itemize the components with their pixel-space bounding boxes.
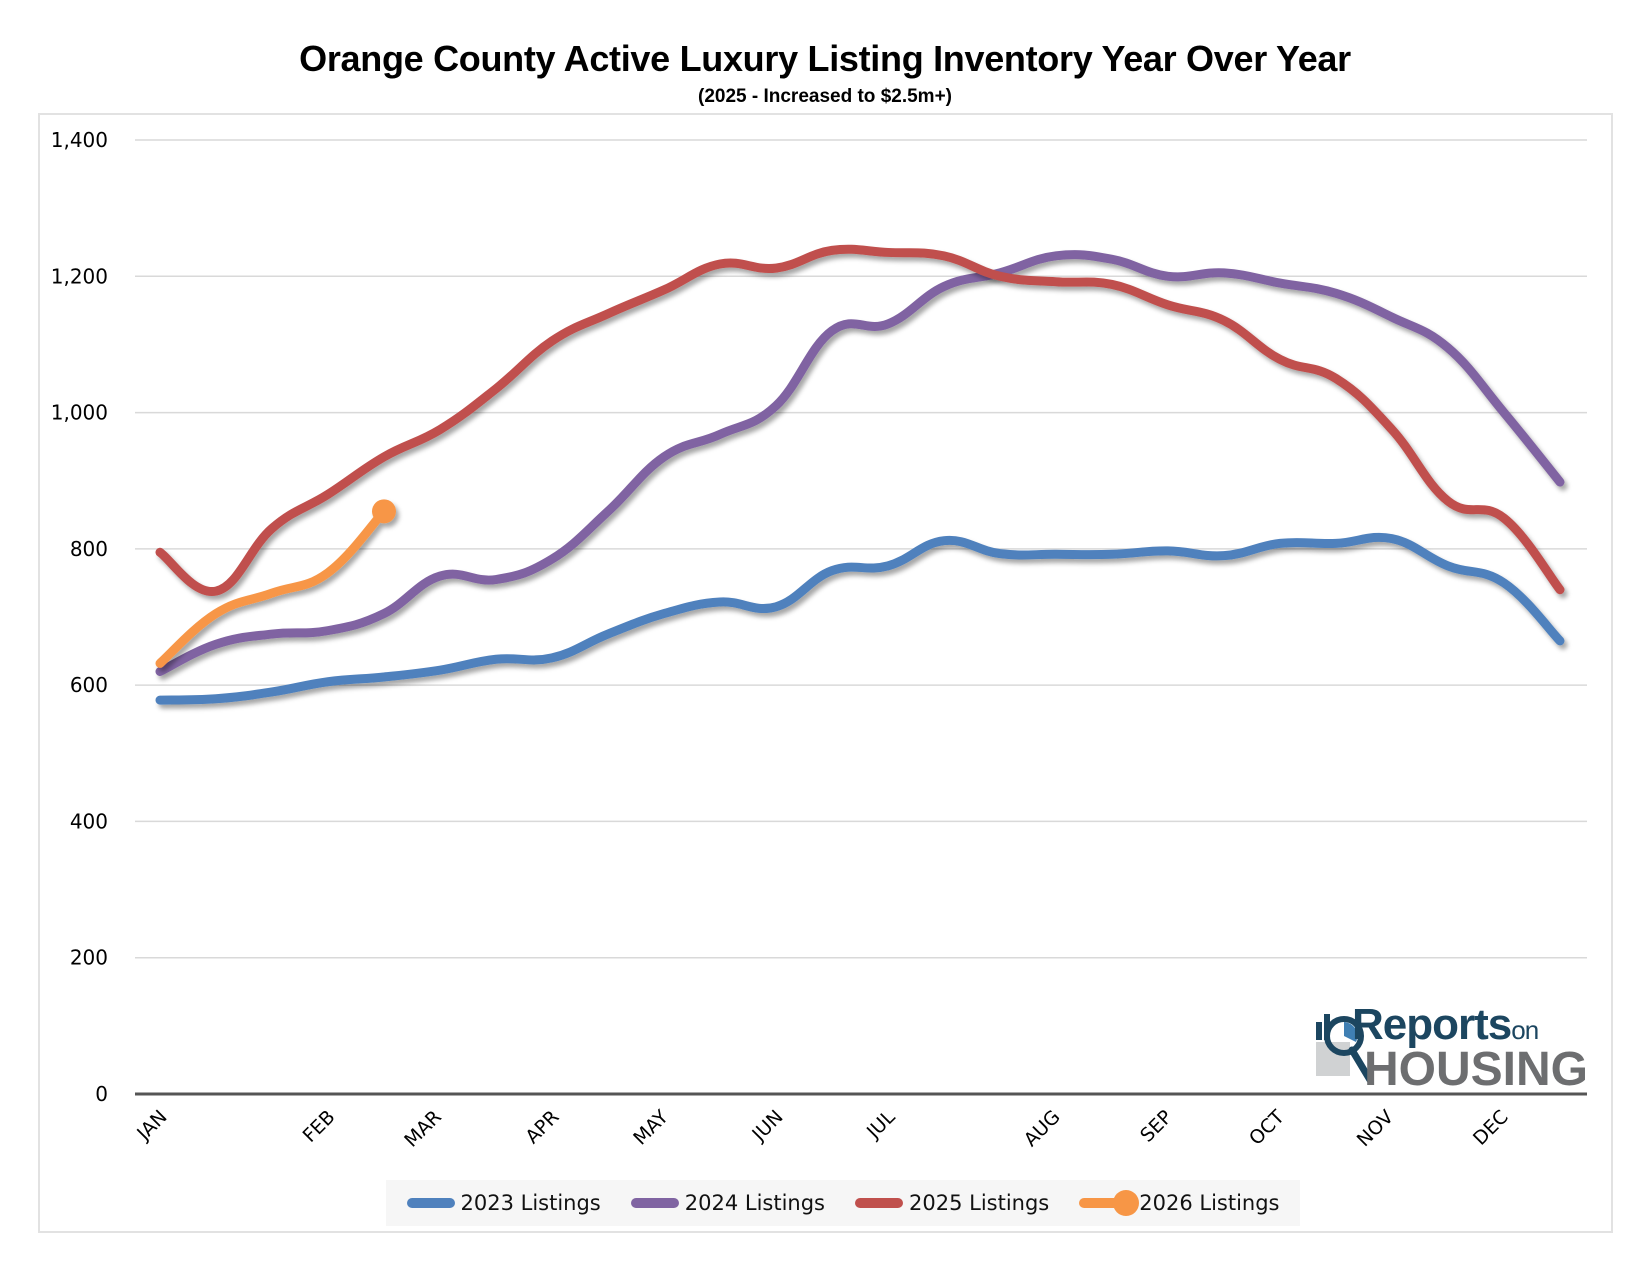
y-tick-label: 200 — [70, 946, 108, 970]
legend-swatch — [855, 1198, 903, 1208]
logo-housing-text: HOUSING — [1364, 1043, 1589, 1096]
end-marker — [372, 499, 396, 524]
chart-title: Orange County Active Luxury Listing Inve… — [299, 38, 1351, 79]
x-axis-ticks: JAN FEB MAR APR MAY JUN JUL AUG SEP OCT NOV DEC — [132, 1106, 1512, 1152]
x-tick-label: NOV — [1353, 1106, 1398, 1151]
y-tick-label: 800 — [70, 537, 108, 561]
x-tick-label: JAN — [132, 1106, 171, 1145]
legend-label: 2023 Listings — [460, 1191, 601, 1215]
magnifier-chart-icon — [1316, 1014, 1372, 1084]
legend-item: 2025 Listings — [855, 1191, 1049, 1215]
series-2026-listings — [155, 499, 396, 668]
legend-label: 2024 Listings — [684, 1191, 825, 1215]
x-tick-label: OCT — [1245, 1106, 1289, 1150]
x-tick-label: MAR — [400, 1106, 446, 1152]
y-axis-ticks: 0 200 400 600 800 1,000 1,200 1,400 — [51, 128, 108, 1106]
reports-on-housing-logo: Reportson HOUSING — [1312, 1000, 1588, 1096]
legend-swatch — [1079, 1190, 1140, 1216]
legend-swatch — [630, 1198, 679, 1208]
series-2023-listings — [155, 532, 1565, 705]
x-tick-label: DEC — [1469, 1106, 1513, 1150]
series-lines — [155, 244, 1565, 705]
y-tick-label: 1,200 — [51, 264, 108, 288]
legend-label: 2026 Listings — [1139, 1191, 1280, 1215]
legend-marker — [1113, 1190, 1140, 1216]
legend-item: 2026 Listings — [1079, 1190, 1280, 1216]
series-line — [155, 506, 389, 668]
legend-line — [630, 1198, 679, 1208]
gridlines — [135, 139, 1587, 1096]
legend-item: 2023 Listings — [406, 1191, 601, 1215]
x-tick-label: SEP — [1136, 1106, 1177, 1147]
y-tick-label: 600 — [70, 673, 108, 697]
x-tick-label: FEB — [299, 1106, 340, 1147]
series-2025-listings — [155, 244, 1565, 596]
y-tick-label: 1,400 — [51, 128, 108, 152]
legend-swatch — [406, 1198, 455, 1208]
chart-subtitle: (2025 - Increased to $2.5m+) — [698, 86, 952, 107]
legend-line — [406, 1198, 455, 1208]
y-tick-label: 400 — [70, 809, 108, 833]
legend-item: 2024 Listings — [630, 1191, 825, 1215]
logo-on-text: on — [1511, 1015, 1539, 1045]
y-tick-label: 1,000 — [51, 401, 108, 425]
y-tick-label: 0 — [95, 1082, 108, 1106]
x-tick-label: JUN — [747, 1106, 787, 1146]
series-line — [155, 250, 1565, 677]
legend-line — [855, 1198, 903, 1208]
series-line — [155, 244, 1565, 596]
chart-legend: 2023 Listings 2024 Listings 2025 Listings 2… — [386, 1180, 1300, 1226]
series-2024-listings — [155, 250, 1565, 677]
legend-line — [1079, 1198, 1128, 1208]
x-tick-label: AUG — [1020, 1106, 1065, 1151]
series-line — [155, 532, 1565, 705]
logo-reports-text: Reportson — [1352, 1000, 1539, 1049]
legend-label: 2025 Listings — [909, 1191, 1050, 1215]
x-tick-label: APR — [521, 1106, 563, 1148]
x-tick-label: MAY — [629, 1106, 673, 1150]
x-tick-label: JUL — [862, 1106, 900, 1144]
